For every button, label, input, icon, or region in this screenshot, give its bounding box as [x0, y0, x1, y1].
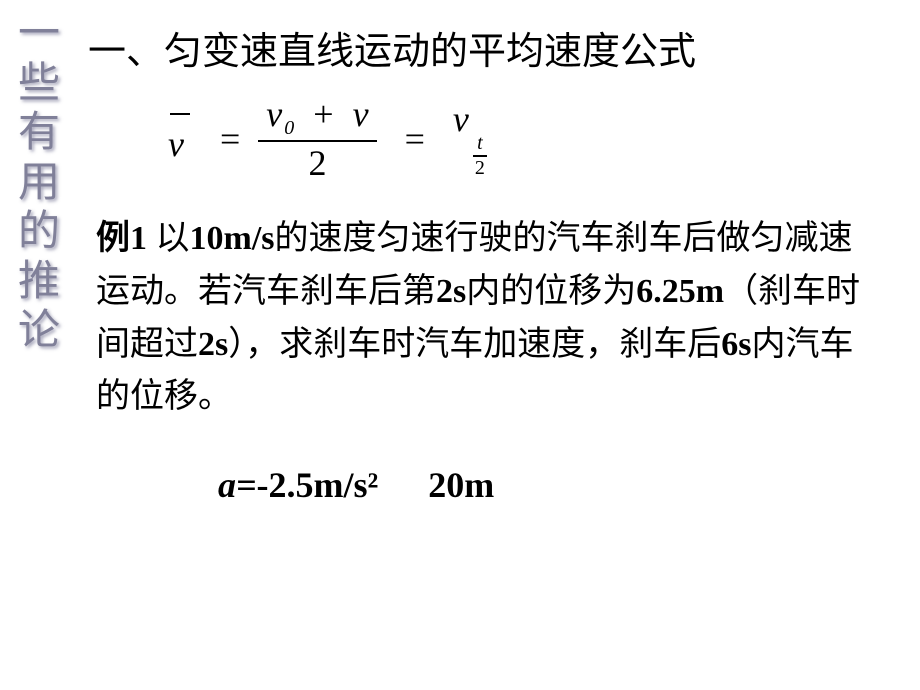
var-v: v	[353, 94, 369, 134]
subscript-0: 0	[284, 117, 294, 139]
sidebar-char: 用	[18, 157, 60, 207]
answer-a-label: a=	[218, 465, 257, 505]
fraction: v0 + v 2	[258, 93, 376, 185]
subscript-fraction: t 2	[473, 132, 487, 180]
var-v: v	[453, 99, 469, 139]
sidebar-char: 论	[18, 305, 60, 355]
formula-rhs: v t 2	[453, 98, 487, 180]
sub-frac-top: t	[477, 132, 483, 155]
answer-displacement: 20m	[428, 465, 494, 505]
example-part: 内的位移为	[466, 273, 636, 310]
example-value: 6.25m	[636, 273, 724, 310]
example-value: 6s	[721, 326, 751, 363]
example-value: 10m/s	[190, 220, 275, 257]
overline	[170, 113, 190, 115]
equals-sign: =	[405, 118, 425, 160]
answer: a=-2.5m/s² 20m	[218, 464, 898, 506]
sidebar-char: 些	[18, 58, 60, 108]
example-part: ），求刹车时汽车加速度，刹车后	[228, 326, 721, 363]
example-value: 2s	[436, 273, 466, 310]
example-text: 例1 以10m/s的速度匀速行驶的汽车刹车后做匀减速运动。若汽车刹车后第2s内的…	[96, 213, 878, 424]
example-label: 例1	[96, 220, 147, 257]
sub-frac-bot: 2	[475, 157, 485, 180]
sidebar-char: 一	[18, 8, 60, 58]
sidebar-char: 的	[18, 206, 60, 256]
example-part: 以	[147, 220, 190, 257]
example-value: 2s	[198, 326, 228, 363]
main-content: 一、匀变速直线运动的平均速度公式 v = v0 + v 2 = v t 2 例1…	[88, 20, 898, 506]
var-v0: v	[266, 94, 282, 134]
answer-a-value: -2.5m/s²	[257, 465, 379, 505]
fraction-numerator: v0 + v	[258, 93, 376, 140]
sidebar-char: 有	[18, 107, 60, 157]
section-heading: 一、匀变速直线运动的平均速度公式	[88, 20, 898, 75]
fraction-denominator: 2	[300, 142, 334, 185]
sidebar-char: 推	[18, 256, 60, 306]
sidebar: 一 些 有 用 的 推 论	[0, 0, 78, 690]
var-v: v	[168, 124, 184, 164]
formula: v = v0 + v 2 = v t 2	[168, 93, 898, 185]
formula-lhs: v	[168, 113, 184, 165]
equals-sign: =	[220, 118, 240, 160]
plus-sign: +	[313, 94, 333, 134]
